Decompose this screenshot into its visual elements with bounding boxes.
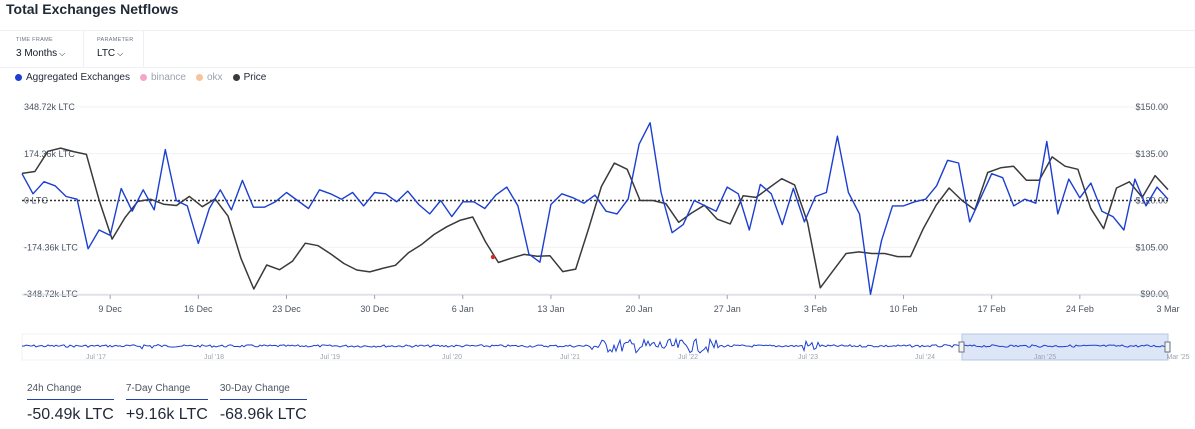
y-left-tick-label: 174.36k LTC — [24, 149, 75, 159]
y-left-tick-label: -174.36k LTC — [24, 242, 78, 252]
y-left-tick-label: 348.72k LTC — [24, 102, 75, 112]
y-right-tick-label: $150.00 — [1135, 102, 1168, 112]
chevron-down-icon: ⌵ — [59, 49, 66, 58]
navigator-tick-label: Jul '18 — [204, 354, 224, 361]
navigator-tick-label: Jul '22 — [678, 354, 698, 361]
x-tick-label: 9 Dec — [98, 304, 122, 314]
legend-label: okx — [207, 72, 223, 83]
legend-label: Aggregated Exchanges — [26, 72, 130, 83]
navigator-tick-label: Jul '17 — [86, 354, 106, 361]
parameter-value: LTC — [97, 48, 116, 59]
navigator-tick-label: Jul '23 — [798, 354, 818, 361]
chart-title: Total Exchanges Netflows — [6, 1, 179, 17]
stat-7d: 7-Day Change +9.16k LTC — [125, 383, 208, 424]
legend-item-binance[interactable]: binance — [139, 72, 186, 83]
x-tick-label: 3 Mar — [1156, 304, 1179, 314]
price-series-line — [21, 147, 1169, 290]
filter-bar: TIME FRAME 3 Months ⌵ PARAMETER LTC ⌵ — [0, 30, 1195, 68]
navigator-tick-label: Jul '24 — [915, 354, 935, 361]
navigator-tick-label: Jul '21 — [560, 354, 580, 361]
range-navigator[interactable]: Jul '17 Jul '18 Jul '19 Jul '20 Jul '21 Jul '… — [0, 332, 1195, 364]
x-tick-label: 24 Feb — [1066, 304, 1094, 314]
legend-dot-icon — [232, 74, 240, 81]
netflow-chart[interactable]: 348.72k LTC 174.36k LTC 0 LTC -174.36k LTC -… — [0, 95, 1195, 325]
y-right-tick-label: $105.00 — [1135, 242, 1168, 252]
chevron-down-icon: ⌵ — [117, 49, 124, 58]
parameter-value-row: LTC ⌵ — [97, 48, 123, 59]
legend-item-price[interactable]: Price — [232, 72, 267, 83]
y-left-tick-label: -348.72k LTC — [24, 289, 78, 299]
filter-divider — [83, 31, 84, 67]
navigator-tick-label: Jul '19 — [320, 354, 340, 361]
x-tick-label: 13 Jan — [537, 304, 564, 314]
x-tick-label: 27 Jan — [714, 304, 741, 314]
legend-label: Price — [243, 72, 267, 83]
x-tick-label: 3 Feb — [804, 304, 827, 314]
x-tick-label: 23 Dec — [272, 304, 301, 314]
navigator-tick-label: Mar '25 — [1166, 354, 1189, 361]
stat-24h: 24h Change -50.49k LTC — [27, 383, 114, 424]
timeframe-value-row: 3 Months ⌵ — [16, 48, 65, 59]
legend-label: binance — [150, 72, 186, 83]
stat-label: 24h Change — [27, 383, 114, 400]
navigator-sparkline — [21, 337, 1169, 354]
change-stats: 24h Change -50.49k LTC 7-Day Change +9.1… — [27, 383, 319, 424]
legend-dot-icon — [196, 74, 203, 81]
stat-value: -68.96k LTC — [219, 406, 307, 423]
navigator-handle-right — [1164, 341, 1171, 353]
filter-divider — [143, 31, 144, 67]
y-left-tick-label: 0 LTC — [24, 196, 48, 206]
navigator-tick-label: Jan '25 — [1034, 354, 1056, 361]
stat-value: -50.49k LTC — [27, 406, 114, 423]
timeframe-value: 3 Months — [16, 48, 58, 59]
x-tick-label: 16 Dec — [184, 304, 213, 314]
y-right-tick-label: $135.00 — [1135, 149, 1168, 159]
aggregated-series-line — [21, 122, 1169, 295]
x-tick-label: 17 Feb — [978, 304, 1006, 314]
parameter-caption: PARAMETER — [97, 37, 134, 43]
stat-label: 7-Day Change — [125, 383, 208, 400]
navigator-handle-left — [958, 341, 965, 353]
navigator-tick-label: Jul '20 — [442, 354, 462, 361]
legend-item-aggregated[interactable]: Aggregated Exchanges — [15, 72, 130, 83]
legend-dot-icon — [15, 74, 22, 81]
x-tick-label: 6 Jan — [452, 304, 474, 314]
y-right-tick-label: $90.00 — [1140, 289, 1168, 299]
x-tick-label: 20 Jan — [626, 304, 653, 314]
chart-legend: Aggregated Exchanges binance okx Price — [15, 72, 266, 83]
stat-value: +9.16k LTC — [125, 406, 208, 423]
timeframe-caption: TIME FRAME — [16, 37, 53, 43]
legend-dot-icon — [139, 74, 147, 81]
x-tick-label: 10 Feb — [890, 304, 918, 314]
stat-label: 30-Day Change — [219, 383, 307, 400]
x-tick-label: 30 Dec — [360, 304, 389, 314]
marker-dot — [490, 254, 496, 260]
stat-30d: 30-Day Change -68.96k LTC — [219, 383, 307, 424]
legend-item-okx[interactable]: okx — [196, 72, 223, 83]
